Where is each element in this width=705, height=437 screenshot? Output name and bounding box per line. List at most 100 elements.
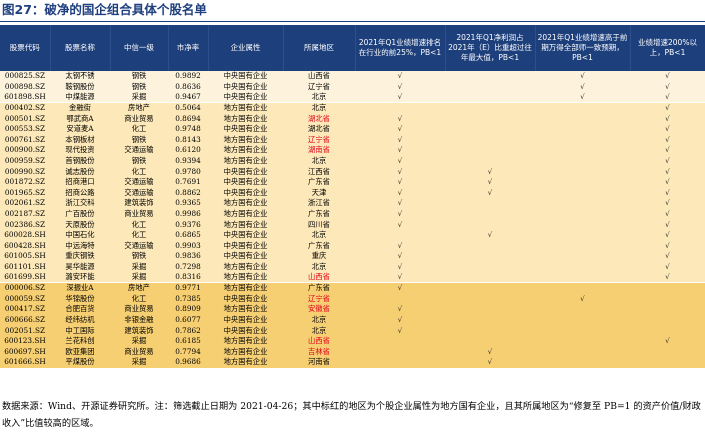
cell-check-c3 xyxy=(535,346,630,358)
cell-industry: 商业贸易 xyxy=(110,113,168,124)
cell-check-c2 xyxy=(445,272,535,283)
cell-check-c1: √ xyxy=(355,81,445,93)
cell-check-c4: √ xyxy=(630,81,705,93)
cell-check-c2: √ xyxy=(445,166,535,177)
cell-industry: 房地产 xyxy=(110,282,168,294)
cell-check-c3: √ xyxy=(535,293,630,305)
cell-region: 河南省 xyxy=(283,357,355,368)
cell-pb: 0.9986 xyxy=(168,208,208,220)
cell-code: 002187.SZ xyxy=(0,208,50,220)
cell-industry: 采掘 xyxy=(110,261,168,273)
cell-check-c3 xyxy=(535,113,630,124)
table-row: 000990.SZ 诚志股份 化工 0.9780 中央国有企业 江西省 √ √ √ xyxy=(0,166,705,177)
cell-region: 北京 xyxy=(283,102,355,114)
table-row: 001965.SZ 招商公路 交通运输 0.8862 中央国有企业 天津 √ √ √ xyxy=(0,187,705,199)
cell-region: 广东省 xyxy=(283,208,355,220)
table-row: 000417.SZ 合肥百货 商业贸易 0.8909 地方国有企业 安徽省 √ xyxy=(0,304,705,315)
cell-name: 中远海特 xyxy=(50,240,110,252)
cell-check-c2 xyxy=(445,198,535,209)
cell-industry: 采掘 xyxy=(110,335,168,347)
cell-check-c1: √ xyxy=(355,325,445,336)
cell-code: 000825.SZ xyxy=(0,71,50,82)
cell-name: 鄂武商A xyxy=(50,113,110,124)
cell-name: 太钢不锈 xyxy=(50,71,110,82)
footnote: 数据来源：Wind、开源证券研究所。注：筛选截止日期为 2021-04-26；其… xyxy=(2,401,701,429)
cell-industry: 化工 xyxy=(110,166,168,177)
cell-check-c1: √ xyxy=(355,314,445,326)
cell-industry: 商业贸易 xyxy=(110,304,168,315)
cell-name: 现代投资 xyxy=(50,145,110,156)
cell-region: 吉林省 xyxy=(283,346,355,358)
cell-check-c2: √ xyxy=(445,357,535,368)
cell-check-c3 xyxy=(535,304,630,315)
table-body: 000825.SZ 太钢不锈 钢铁 0.9892 中央国有企业 山西省 √ √ √ 000898.… xyxy=(0,71,705,368)
cell-check-c2 xyxy=(445,145,535,156)
table-row: 601666.SH 平煤股份 采掘 0.9686 地方国有企业 河南省 √ xyxy=(0,357,705,368)
cell-check-c3 xyxy=(535,282,630,294)
cell-industry: 化工 xyxy=(110,219,168,230)
cell-check-c2: √ xyxy=(445,187,535,199)
cell-attr: 地方国有企业 xyxy=(208,208,283,220)
cell-pb: 0.5064 xyxy=(168,102,208,114)
cell-code: 002051.SZ xyxy=(0,325,50,336)
cell-check-c4: √ xyxy=(630,219,705,230)
cell-name: 招商公路 xyxy=(50,187,110,199)
cell-check-c2 xyxy=(445,293,535,305)
cell-check-c4: √ xyxy=(630,229,705,241)
cell-check-c4 xyxy=(630,357,705,368)
cell-industry: 钢铁 xyxy=(110,251,168,262)
col-header-c1: 2021年Q1业绩增速排名在行业的前25%，PB<1 xyxy=(355,25,446,71)
cell-pb: 0.6120 xyxy=(168,145,208,156)
cell-code: 601699.SH xyxy=(0,272,50,283)
cell-name: 广百股份 xyxy=(50,208,110,220)
cell-attr: 地方国有企业 xyxy=(208,134,283,146)
cell-check-c1: √ xyxy=(355,304,445,315)
cell-name: 中国石化 xyxy=(50,229,110,241)
cell-industry: 钢铁 xyxy=(110,134,168,146)
table-row: 000761.SZ 本钢板材 钢铁 0.8143 地方国有企业 辽宁省 √ √ xyxy=(0,134,705,146)
cell-region: 北京 xyxy=(283,92,355,103)
col-header-region: 所属地区 xyxy=(283,25,356,71)
cell-code: 000900.SZ xyxy=(0,145,50,156)
cell-check-c1: √ xyxy=(355,251,445,262)
cell-industry: 交通运输 xyxy=(110,187,168,199)
cell-check-c1: √ xyxy=(355,282,445,294)
cell-attr: 地方国有企业 xyxy=(208,272,283,283)
cell-region: 湖南省 xyxy=(283,145,355,156)
cell-region: 广东省 xyxy=(283,282,355,294)
cell-check-c1: √ xyxy=(355,240,445,252)
cell-region: 北京 xyxy=(283,229,355,241)
cell-pb: 0.7862 xyxy=(168,325,208,336)
table-row: 000898.SZ 鞍钢股份 钢铁 0.8636 中央国有企业 辽宁省 √ √ √ xyxy=(0,81,705,93)
cell-check-c2 xyxy=(445,325,535,336)
cell-check-c3 xyxy=(535,102,630,114)
cell-region: 湖北省 xyxy=(283,123,355,135)
cell-check-c2 xyxy=(445,71,535,82)
cell-name: 中煤能源 xyxy=(50,92,110,103)
cell-code: 000059.SZ xyxy=(0,293,50,305)
cell-attr: 地方国有企业 xyxy=(208,261,283,273)
cell-code: 000501.SZ xyxy=(0,113,50,124)
cell-pb: 0.9748 xyxy=(168,123,208,135)
cell-region: 北京 xyxy=(283,325,355,336)
cell-pb: 0.9686 xyxy=(168,357,208,368)
cell-pb: 0.8143 xyxy=(168,134,208,146)
cell-check-c1: √ xyxy=(355,208,445,220)
cell-industry: 商业贸易 xyxy=(110,346,168,358)
cell-industry: 商业贸易 xyxy=(110,208,168,220)
cell-check-c1: √ xyxy=(355,155,445,167)
cell-code: 000761.SZ xyxy=(0,134,50,146)
col-header-pb: 市净率 xyxy=(168,25,209,71)
cell-attr: 中央国有企业 xyxy=(208,123,283,135)
cell-check-c1: √ xyxy=(355,134,445,146)
cell-check-c2 xyxy=(445,251,535,262)
cell-check-c4 xyxy=(630,282,705,294)
cell-pb: 0.9771 xyxy=(168,282,208,294)
table-row: 600697.SH 欧亚集团 商业贸易 0.7794 地方国有企业 吉林省 √ xyxy=(0,346,705,358)
cell-region: 山西省 xyxy=(283,71,355,82)
cell-attr: 中央国有企业 xyxy=(208,229,283,241)
cell-check-c1 xyxy=(355,335,445,347)
cell-pb: 0.8862 xyxy=(168,187,208,199)
cell-check-c1 xyxy=(355,102,445,114)
cell-attr: 中央国有企业 xyxy=(208,251,283,262)
